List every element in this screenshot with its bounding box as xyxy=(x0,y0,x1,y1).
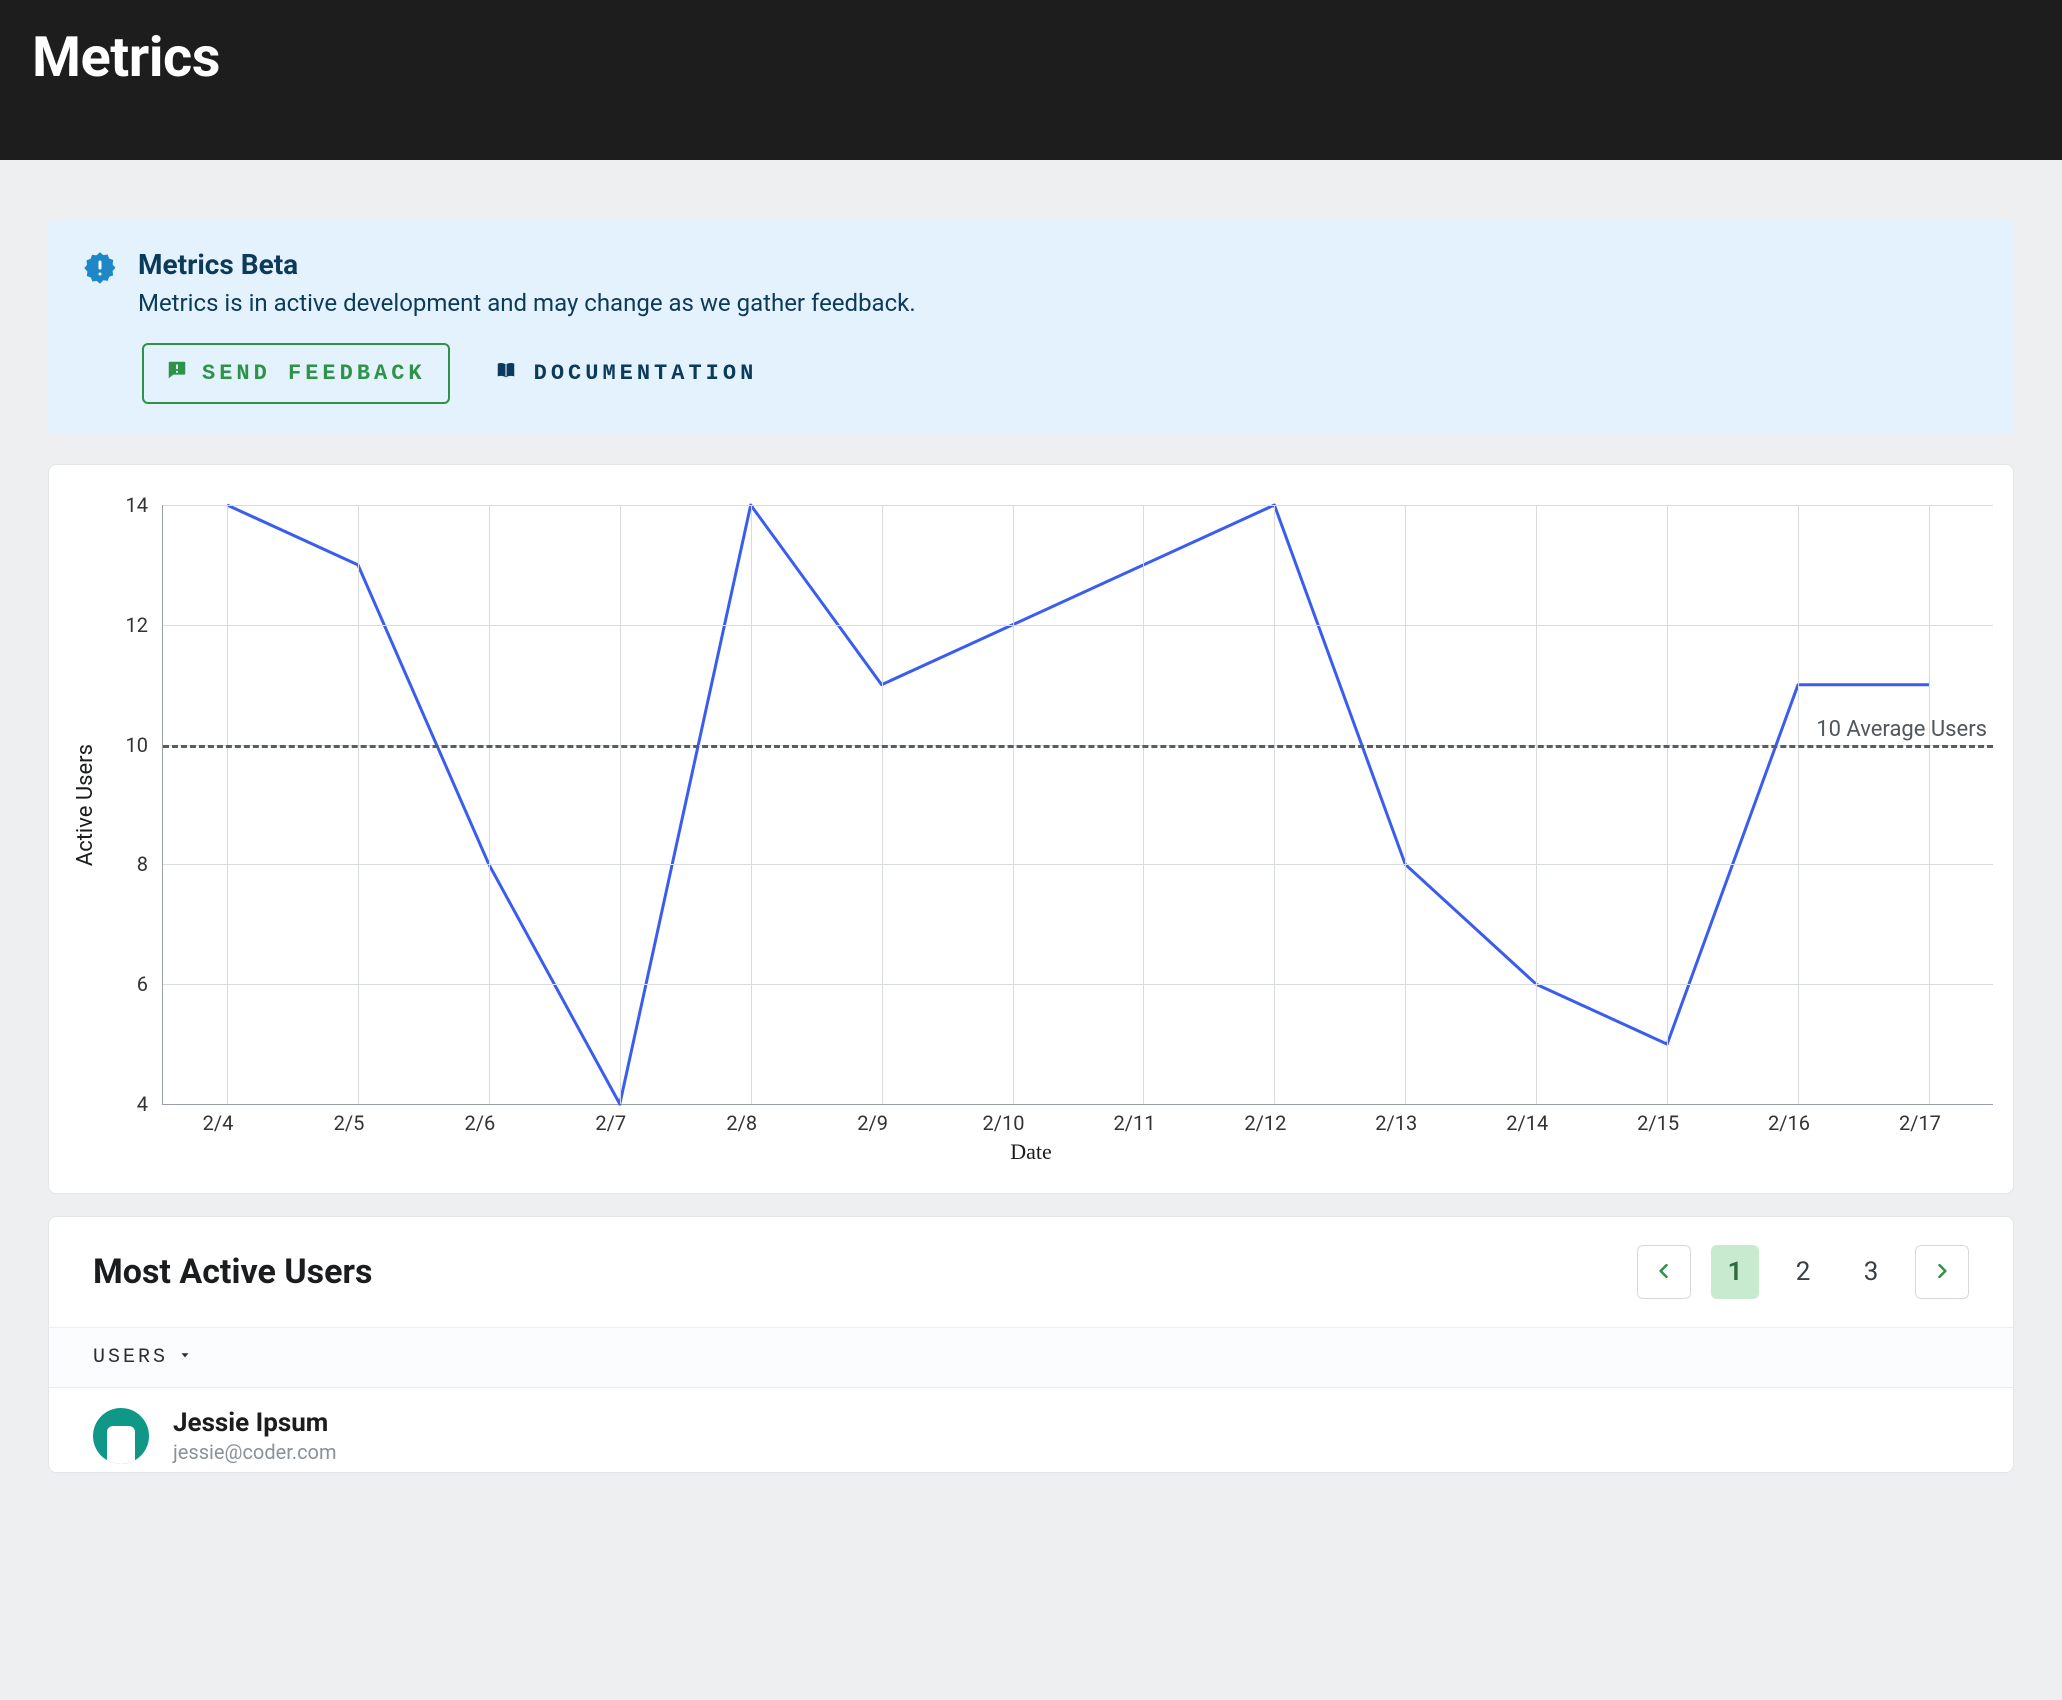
chart-gridline-v xyxy=(1405,505,1406,1104)
chart-xtick: 2/4 xyxy=(203,1111,234,1135)
chart-average-label: 10 Average Users xyxy=(1816,717,1987,742)
pager-next-button[interactable] xyxy=(1915,1245,1969,1299)
beta-banner: Metrics Beta Metrics is in active develo… xyxy=(48,220,2014,434)
banner-text: Metrics Beta Metrics is in active develo… xyxy=(138,248,1980,317)
beta-badge-icon xyxy=(82,250,118,290)
banner-actions: SEND FEEDBACK DOCUMENTATION xyxy=(142,343,1980,404)
documentation-label: DOCUMENTATION xyxy=(534,361,758,386)
chart-xtick: 2/8 xyxy=(726,1111,757,1135)
chart-gridline-v xyxy=(489,505,490,1104)
users-column-header[interactable]: USERS xyxy=(49,1327,2013,1387)
chevron-right-icon xyxy=(1932,1261,1952,1284)
user-name: Jessie Ipsum xyxy=(173,1408,337,1438)
caret-down-icon xyxy=(178,1346,192,1369)
pager-page-3[interactable]: 3 xyxy=(1847,1245,1895,1299)
chart-xtick: 2/12 xyxy=(1244,1111,1286,1135)
users-rows: Jessie Ipsumjessie@coder.com xyxy=(49,1387,2013,1472)
chart-ytick: 12 xyxy=(126,613,148,637)
chevron-left-icon xyxy=(1654,1261,1674,1284)
pager-prev-button[interactable] xyxy=(1637,1245,1691,1299)
users-column-label: USERS xyxy=(93,1346,168,1369)
pager-page-1[interactable]: 1 xyxy=(1711,1245,1759,1299)
chart-xtick: 2/13 xyxy=(1375,1111,1417,1135)
chart-plot-area: 10 Average Users xyxy=(162,505,1993,1105)
page-header: Metrics xyxy=(0,0,2062,160)
chart-gridline-h xyxy=(163,984,1993,985)
banner-description: Metrics is in active development and may… xyxy=(138,289,1980,317)
chart-gridline-v xyxy=(882,505,883,1104)
chart-xtick: 2/5 xyxy=(334,1111,365,1135)
send-feedback-button[interactable]: SEND FEEDBACK xyxy=(142,343,450,404)
chart-xtick: 2/7 xyxy=(595,1111,626,1135)
banner-header: Metrics Beta Metrics is in active develo… xyxy=(82,248,1980,317)
user-row[interactable]: Jessie Ipsumjessie@coder.com xyxy=(49,1387,2013,1472)
documentation-link[interactable]: DOCUMENTATION xyxy=(494,359,758,388)
chart-gridline-v xyxy=(1274,505,1275,1104)
pagination: 123 xyxy=(1637,1245,1969,1299)
chart-average-line xyxy=(163,745,1993,748)
send-feedback-label: SEND FEEDBACK xyxy=(202,361,426,386)
chart-xlabel: Date xyxy=(69,1139,1993,1165)
chart-ylabel: Active Users xyxy=(69,744,102,866)
chart-xtick: 2/9 xyxy=(857,1111,888,1135)
users-section-title: Most Active Users xyxy=(93,1252,372,1292)
active-users-chart-card: Active Users 468101214 10 Average Users … xyxy=(48,464,2014,1194)
page-content: Metrics Beta Metrics is in active develo… xyxy=(0,220,2062,1521)
chart-xtick: 2/10 xyxy=(983,1111,1025,1135)
chart-xtick: 2/14 xyxy=(1506,1111,1548,1135)
chart-xtick: 2/16 xyxy=(1768,1111,1810,1135)
chart-gridline-v xyxy=(358,505,359,1104)
chart-gridline-h xyxy=(163,625,1993,626)
banner-title: Metrics Beta xyxy=(138,248,1980,281)
chart-gridline-v xyxy=(1929,505,1930,1104)
users-header: Most Active Users 123 xyxy=(49,1217,2013,1327)
chart-gridline-v xyxy=(1536,505,1537,1104)
chart-gridline-v xyxy=(1667,505,1668,1104)
avatar xyxy=(93,1408,149,1464)
chart-gridline-h xyxy=(163,864,1993,865)
user-email: jessie@coder.com xyxy=(173,1440,337,1464)
feedback-icon xyxy=(166,359,188,388)
chart-wrap: Active Users 468101214 10 Average Users xyxy=(69,505,1993,1105)
chart-gridline-v xyxy=(751,505,752,1104)
page-title: Metrics xyxy=(32,24,2030,90)
chart-line-svg xyxy=(163,505,1993,1104)
user-info: Jessie Ipsumjessie@coder.com xyxy=(173,1408,337,1464)
chart-xtick: 2/15 xyxy=(1637,1111,1679,1135)
most-active-users-card: Most Active Users 123 USERS xyxy=(48,1216,2014,1473)
chart-xtick: 2/17 xyxy=(1899,1111,1941,1135)
chart-gridline-v xyxy=(1013,505,1014,1104)
chart-xaxis: 2/4 2/5 2/6 2/7 2/8 2/9 2/10 2/11 2/12 2/13 2/14 2/… xyxy=(154,1105,1984,1135)
chart-xtick: 2/6 xyxy=(465,1111,496,1135)
chart-gridline-h xyxy=(163,505,1993,506)
chart-gridline-v xyxy=(227,505,228,1104)
chart-gridline-v xyxy=(1798,505,1799,1104)
pager-page-2[interactable]: 2 xyxy=(1779,1245,1827,1299)
chart-xtick: 2/11 xyxy=(1113,1111,1155,1135)
chart-ytick: 14 xyxy=(126,493,148,517)
chart-gridline-v xyxy=(1143,505,1144,1104)
chart-ytick: 6 xyxy=(137,972,148,996)
chart-yaxis: 468101214 xyxy=(110,505,154,1104)
chart-gridline-v xyxy=(620,505,621,1104)
chart-ytick: 8 xyxy=(137,852,148,876)
book-icon xyxy=(494,359,518,388)
chart-series-line xyxy=(227,505,1929,1104)
chart-ytick: 10 xyxy=(126,733,148,757)
chart-ytick: 4 xyxy=(137,1092,148,1116)
